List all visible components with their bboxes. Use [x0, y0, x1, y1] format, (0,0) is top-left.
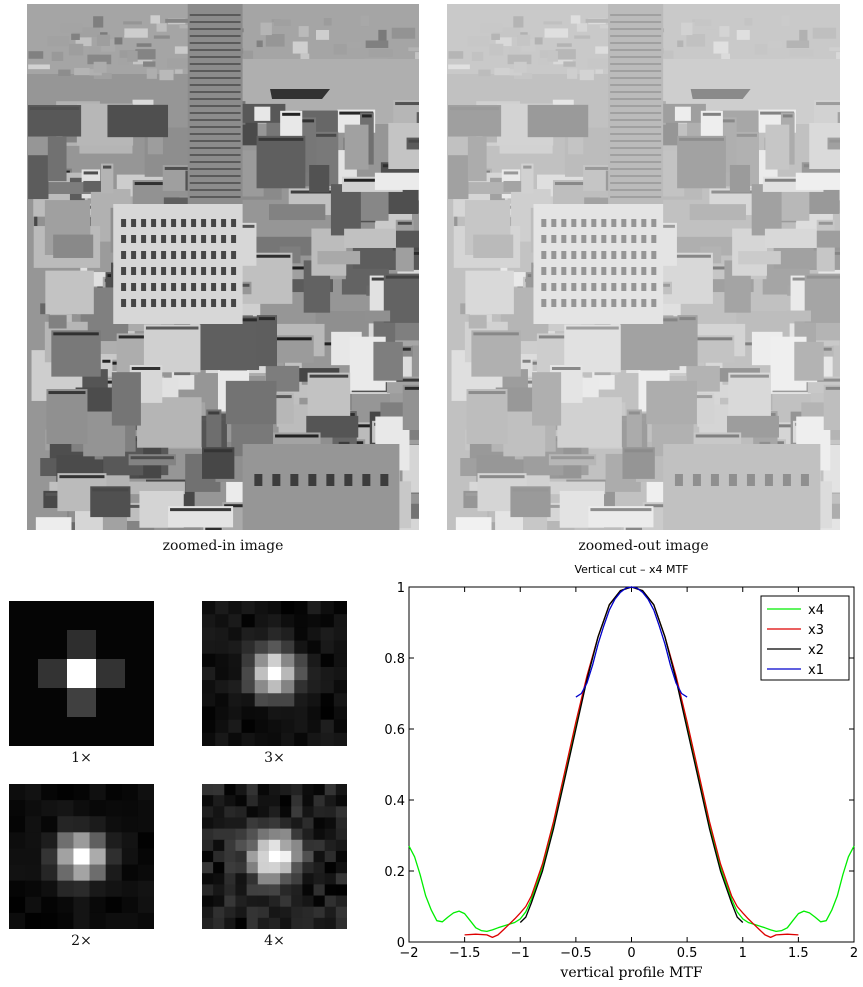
zoomed-out-photo	[447, 4, 840, 530]
x-tick-label: 1	[739, 946, 747, 961]
legend-label-x4: x4	[808, 603, 824, 618]
psf-label-3x: 3×	[264, 750, 285, 766]
psf-kernel-4x	[202, 784, 347, 929]
x-tick-label: 1.5	[788, 946, 809, 961]
legend-box	[760, 595, 850, 681]
legend-label-x3: x3	[808, 623, 824, 638]
y-tick-label: 1	[397, 581, 405, 596]
cityscape-image-sharp	[27, 4, 419, 530]
x-axis-label: vertical profile MTF	[559, 965, 702, 981]
psf-label-2x: 2×	[71, 933, 92, 949]
zoomed-in-caption: zoomed-in image	[162, 538, 284, 554]
legend-label-x2: x2	[808, 643, 824, 658]
psf-label-4x: 4×	[264, 933, 285, 949]
x-tick-label: 2	[850, 946, 858, 961]
x-tick-label: 0	[627, 946, 635, 961]
y-tick-label: 0.6	[384, 723, 405, 738]
x-tick-label: −0.5	[560, 946, 592, 961]
series-line-x1	[575, 586, 688, 698]
x-tick-label: −2	[399, 946, 418, 961]
x-tick-label: 0.5	[677, 946, 698, 961]
legend-label-x1: x1	[808, 663, 824, 678]
mtf-line-chart: Vertical cut – x4 MTF −2 −1.5 −1 −0.5 0 0.5 1 1.…	[384, 563, 858, 981]
y-tick-label: 0.8	[384, 652, 405, 667]
x-tick-label: −1.5	[449, 946, 481, 961]
psf-label-1x: 1×	[71, 750, 92, 766]
chart-title: Vertical cut – x4 MTF	[574, 563, 688, 576]
y-tick-label: 0.2	[384, 865, 405, 880]
y-tick-label: 0.4	[384, 794, 405, 809]
psf-kernel-2x	[9, 784, 154, 929]
zoomed-in-photo	[27, 4, 419, 530]
psf-kernel-1x	[9, 601, 154, 746]
y-tick-label: 0	[397, 936, 405, 951]
psf-kernel-3x	[202, 601, 347, 746]
zoomed-out-caption: zoomed-out image	[578, 538, 709, 554]
cityscape-image-soft	[447, 4, 840, 530]
x-tick-label: −1	[511, 946, 530, 961]
